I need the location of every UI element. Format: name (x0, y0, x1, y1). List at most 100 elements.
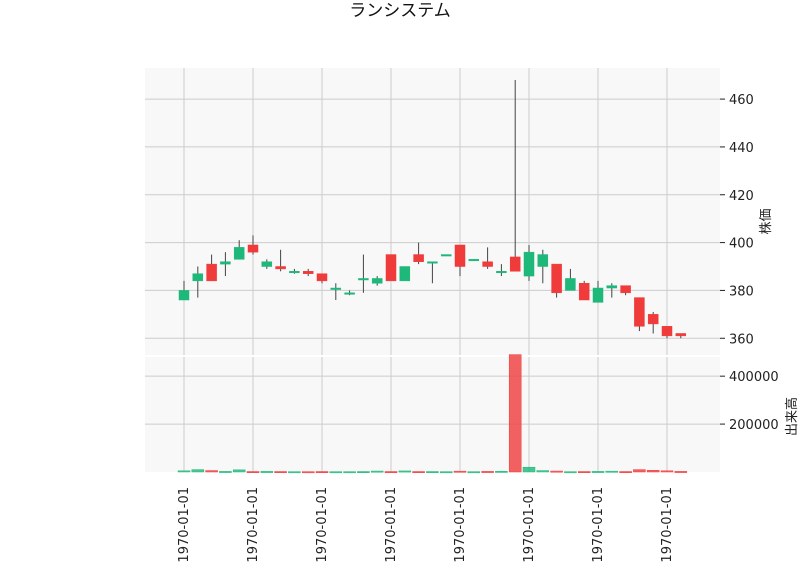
volume-bar (384, 471, 398, 473)
volume-bar (329, 471, 343, 474)
volume-bar (426, 471, 439, 473)
candle-body (275, 266, 286, 270)
candle-body (565, 278, 576, 291)
price-tick-label: 460 (729, 93, 754, 108)
candle-body (509, 256, 521, 272)
volume-bar (177, 470, 191, 473)
volume-bar (343, 471, 356, 474)
volume-bar (219, 471, 232, 473)
volume-bar (398, 470, 412, 473)
x-tick-label: 1970-01-01 (660, 487, 675, 563)
candle-body (496, 271, 507, 274)
volume-bar (660, 470, 674, 473)
candle-body (620, 285, 631, 294)
price-candles (178, 79, 687, 339)
volume-bar (646, 470, 660, 473)
volume-bar (246, 471, 260, 473)
volume-bar (301, 471, 315, 474)
candle-body (440, 254, 452, 257)
candle-body (454, 244, 466, 267)
volume-bars (177, 354, 688, 474)
volume-bar (633, 469, 646, 473)
candle-body (316, 273, 328, 282)
x-tick-label: 1970-01-01 (315, 487, 330, 563)
price-tick-label: 420 (729, 189, 754, 204)
volume-axis-label: 出来高 (784, 397, 800, 436)
x-tick-label: 1970-01-01 (591, 487, 606, 563)
candle-body (592, 287, 604, 303)
x-tick-label: 1970-01-01 (177, 487, 192, 563)
volume-panel-background (145, 357, 720, 472)
candle-body (178, 290, 190, 301)
volume-bar (550, 470, 563, 473)
x-tick-label: 1970-01-01 (384, 487, 399, 563)
candle-body (634, 297, 645, 327)
candle-body (233, 247, 245, 260)
candle-body (385, 254, 397, 282)
price-tick-label: 400 (729, 237, 754, 252)
volume-bar (467, 471, 481, 474)
volume-bar (564, 471, 577, 474)
volume-bar (591, 471, 605, 473)
volume-bar (191, 469, 205, 473)
volume-bar (370, 470, 384, 473)
volume-bar (481, 471, 494, 473)
price-tick-label: 440 (729, 141, 754, 156)
candle-body (247, 244, 259, 253)
x-tick-label: 1970-01-01 (522, 487, 537, 563)
candle-body (358, 278, 369, 281)
price-tick-label: 380 (729, 284, 754, 299)
x-tick-label: 1970-01-01 (453, 487, 468, 563)
candle-body (551, 263, 562, 294)
candle-body (675, 333, 687, 337)
volume-bar (508, 354, 522, 473)
candle-body (399, 266, 411, 282)
volume-bar (605, 470, 619, 473)
candle-body (537, 254, 549, 267)
volume-bar (536, 470, 550, 473)
volume-bar (274, 471, 287, 473)
candle-body (289, 271, 300, 274)
candle-body (206, 263, 217, 282)
price-axis-label: 株価 (759, 208, 774, 234)
volume-bar (205, 470, 218, 473)
volume-bar (495, 471, 508, 473)
volume-bar (577, 471, 591, 473)
volume-bar (619, 471, 632, 473)
volume-bar (260, 471, 274, 473)
grid-lines (145, 68, 720, 472)
candle-body (482, 261, 493, 267)
candle-body (427, 261, 438, 264)
candle-body (261, 261, 273, 267)
candle-body (192, 273, 204, 282)
x-tick-label: 1970-01-01 (246, 487, 261, 563)
candle-body (647, 314, 659, 325)
price-panel-background (145, 68, 720, 355)
candle-body (344, 292, 355, 295)
candle-body (578, 283, 590, 301)
volume-tick-label: 200000 (729, 418, 779, 433)
volume-bar (288, 471, 301, 474)
candle-body (606, 285, 618, 289)
candle-body (220, 261, 231, 265)
candle-body (302, 271, 314, 274)
candle-body (330, 287, 342, 290)
volume-bar (412, 471, 425, 473)
volume-bar (453, 470, 467, 473)
volume-bar (357, 471, 370, 473)
axes: 1970-01-01 1970-01-01 1970-01-01 1970-01-01… (177, 93, 779, 562)
candle-body (371, 278, 383, 284)
volume-bar (232, 469, 246, 473)
candle-body (468, 259, 480, 262)
volume-bar (439, 471, 453, 474)
candle-body (523, 251, 535, 277)
candle-body (413, 254, 424, 262)
candle-body (661, 326, 673, 337)
volume-bar (315, 471, 329, 473)
volume-bar (522, 466, 536, 473)
volume-tick-label: 400000 (729, 370, 779, 385)
chart-title: ランシステム (349, 1, 451, 21)
price-tick-label: 360 (729, 332, 754, 347)
volume-bar (674, 471, 688, 473)
